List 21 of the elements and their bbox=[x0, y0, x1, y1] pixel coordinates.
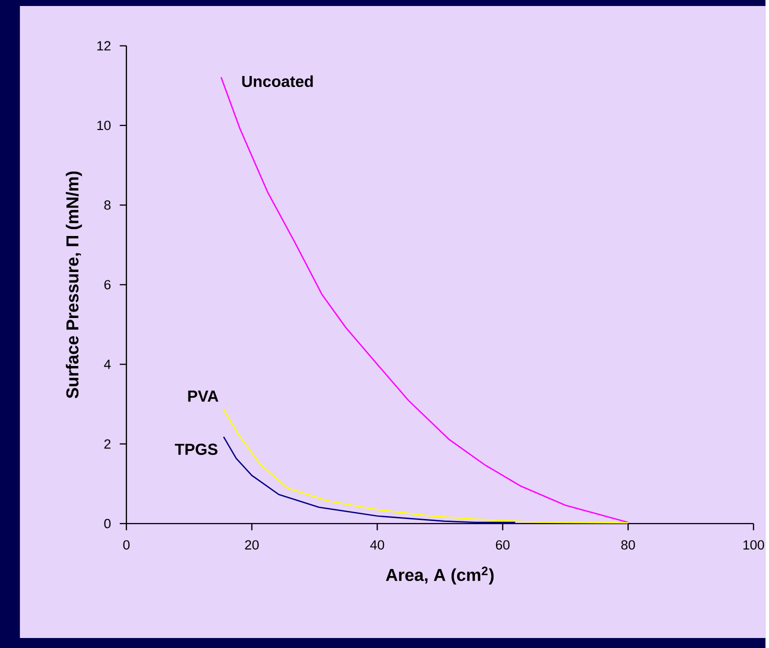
y-tick-label: 0 bbox=[104, 518, 111, 528]
y-axis-title: Surface Pressure, Π (mN/m) bbox=[66, 171, 82, 398]
y-tick-label: 2 bbox=[104, 439, 110, 449]
y-tick-label: 4 bbox=[104, 360, 111, 369]
x-tick-label: 80 bbox=[621, 540, 635, 550]
series-label: Uncoated bbox=[242, 75, 313, 88]
x-tick-label: 40 bbox=[370, 540, 384, 550]
y-tick-label: 12 bbox=[97, 41, 110, 50]
series-label: PVA bbox=[188, 390, 218, 402]
y-tick-label: 6 bbox=[104, 280, 111, 290]
x-axis-title: Area, A (cm$^{2}$) bbox=[386, 566, 494, 584]
line-series bbox=[220, 76, 629, 524]
x-tick-label: 60 bbox=[496, 540, 510, 550]
y-tick-label: 10 bbox=[97, 120, 111, 130]
y-tick-label: 8 bbox=[104, 200, 111, 210]
x-tick-label: 100 bbox=[743, 540, 764, 550]
x-tick-label: 20 bbox=[245, 540, 259, 550]
x-tick-label: 0 bbox=[123, 540, 130, 550]
series-label: TPGS bbox=[174, 444, 218, 455]
line-series bbox=[222, 436, 516, 524]
line-series bbox=[222, 408, 629, 524]
